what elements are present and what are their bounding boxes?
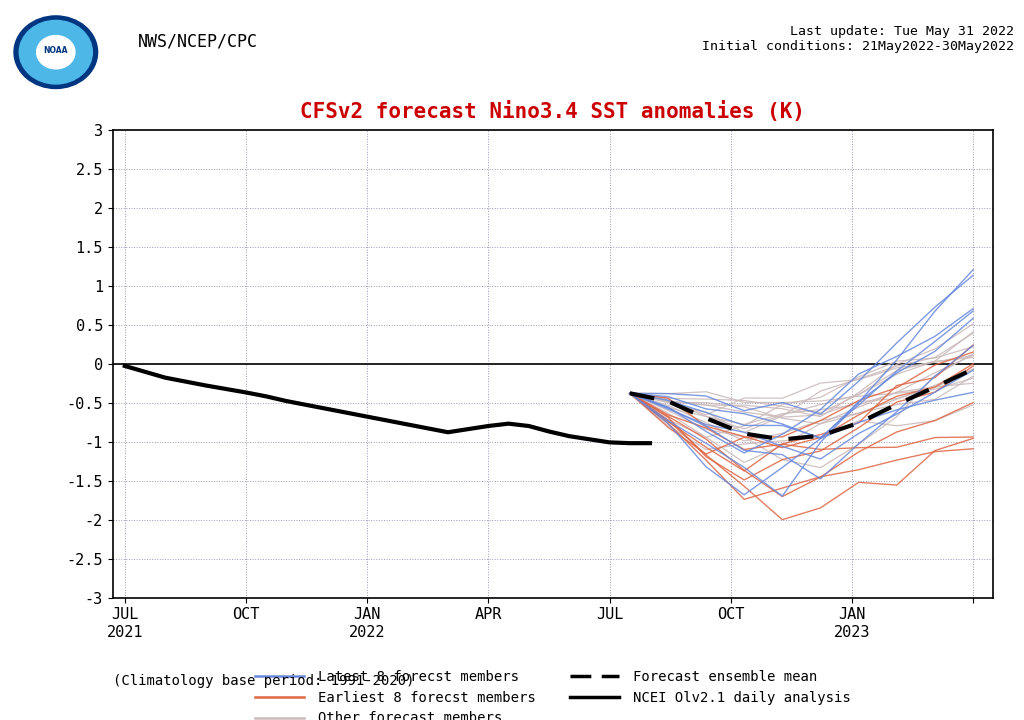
- Title: CFSv2 forecast Nino3.4 SST anomalies (K): CFSv2 forecast Nino3.4 SST anomalies (K): [300, 102, 806, 122]
- Text: NWS/NCEP/CPC: NWS/NCEP/CPC: [138, 32, 258, 50]
- Circle shape: [37, 35, 75, 69]
- Legend: Latest 8 forecst members, Earliest 8 forecst members, Other forecast members, Fo: Latest 8 forecst members, Earliest 8 for…: [250, 664, 856, 720]
- Text: NOAA: NOAA: [44, 46, 68, 55]
- Text: (Climatology base period: 1991-2020): (Climatology base period: 1991-2020): [113, 674, 414, 688]
- Circle shape: [14, 16, 97, 89]
- Text: Last update: Tue May 31 2022: Last update: Tue May 31 2022: [790, 25, 1014, 38]
- Text: Initial conditions: 21May2022-30May2022: Initial conditions: 21May2022-30May2022: [701, 40, 1014, 53]
- Circle shape: [19, 20, 92, 84]
